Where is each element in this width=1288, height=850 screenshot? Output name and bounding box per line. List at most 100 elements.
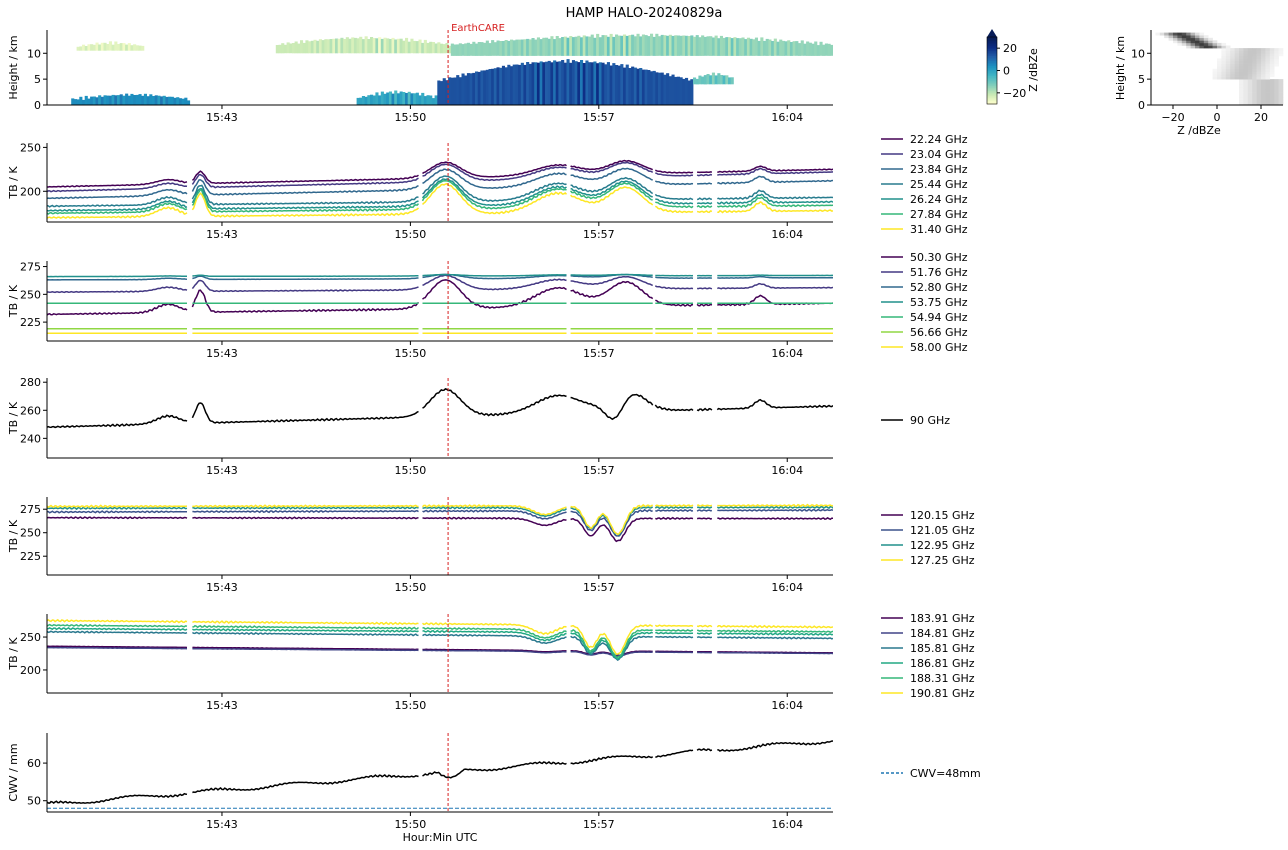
radar-cell: [625, 35, 629, 56]
profile-cell: [1234, 58, 1240, 62]
radar-cell: [302, 42, 306, 54]
radar-cell: [574, 36, 578, 56]
profile-cell: [1274, 94, 1279, 98]
radar-cell: [286, 42, 290, 54]
radar-cell: [577, 35, 581, 56]
radar-cell: [370, 37, 374, 54]
radar-cell: [598, 62, 602, 105]
radar-cell: [410, 38, 414, 54]
profile-cell: [1239, 66, 1244, 70]
profile-cell: [1265, 84, 1271, 88]
radar-cell: [636, 68, 640, 105]
legend-label: 51.76 GHz: [910, 266, 968, 279]
radar-cell: [800, 40, 804, 56]
radar-cell: [660, 34, 664, 56]
profile-cell: [1239, 81, 1244, 85]
radar-cell: [515, 64, 519, 105]
radar-cell: [536, 37, 540, 56]
profile-cell: [1225, 71, 1231, 75]
radar-cell: [410, 93, 414, 105]
profile-cell: [1274, 53, 1279, 57]
colorbar-cell: [987, 40, 997, 43]
series-line: [47, 274, 833, 294]
profile-cell: [1252, 81, 1257, 85]
profile-cell: [1256, 48, 1262, 51]
radar-cell: [87, 44, 91, 51]
radar-cell: [71, 98, 75, 105]
radar-cell: [757, 40, 761, 56]
profile-cell: [1199, 40, 1205, 44]
radar-cell: [585, 60, 589, 105]
radar-cell: [738, 38, 742, 56]
radar-cell: [351, 37, 355, 54]
radar-cell: [601, 35, 605, 56]
radar-cell: [485, 69, 489, 105]
profile-cell: [1256, 99, 1262, 103]
profile-cell: [1208, 45, 1213, 49]
colorbar-extend: [987, 29, 997, 37]
radar-cell: [623, 34, 627, 56]
colorbar-cell: [987, 45, 997, 48]
radar-cell: [714, 35, 718, 56]
radar-cell: [488, 69, 492, 105]
profile-cell: [1225, 61, 1231, 64]
series-line: [47, 175, 833, 208]
radar-cell: [682, 35, 686, 56]
plot-area-v-band: [47, 273, 833, 334]
radar-cell: [639, 68, 643, 105]
profile-y-label: Height / km: [1114, 36, 1127, 100]
legend-label: 26.24 GHz: [910, 193, 968, 206]
radar-cell: [730, 38, 734, 56]
legend-label: 27.84 GHz: [910, 208, 968, 221]
radar-cell: [563, 62, 567, 105]
radar-cell: [431, 42, 435, 54]
radar-cell: [547, 60, 551, 105]
radar-cell: [566, 59, 570, 105]
radar-cell: [719, 75, 723, 85]
radar-cell: [391, 37, 395, 54]
radar-cell: [531, 62, 535, 105]
radar-cell: [561, 37, 565, 56]
profile-cell: [1195, 35, 1200, 39]
profile-cell: [1243, 53, 1249, 57]
radar-cell: [353, 37, 357, 54]
radar-cell: [711, 37, 715, 56]
radar-cell: [187, 100, 191, 105]
profile-cell: [1217, 66, 1222, 70]
radar-cell: [73, 99, 77, 105]
profile-cell: [1265, 55, 1271, 59]
series-line: [47, 503, 833, 536]
profile-cell: [1234, 66, 1240, 70]
profile-cell: [1269, 55, 1275, 59]
radar-cell: [429, 41, 433, 54]
profile-cell: [1221, 48, 1227, 51]
profile-cell: [1247, 74, 1253, 77]
profile-cell: [1252, 99, 1257, 103]
radar-cell: [278, 44, 282, 54]
legend-w-band: 90 GHz: [881, 414, 950, 427]
radar-cell: [108, 41, 112, 51]
radar-cell: [682, 78, 686, 105]
colorbar-cell: [987, 67, 997, 70]
profile-cell: [1265, 76, 1271, 80]
radar-cell: [472, 72, 476, 105]
radar-cell: [536, 62, 540, 105]
radar-cell: [709, 36, 713, 56]
profile-cell: [1190, 37, 1196, 41]
profile-cell: [1265, 71, 1271, 75]
y-tick-label: 50: [27, 795, 41, 808]
radar-cell: [450, 43, 454, 56]
profile-cell: [1212, 40, 1218, 44]
profile-cell: [1269, 79, 1275, 82]
profile-cell: [1234, 53, 1240, 57]
radar-cell: [580, 37, 584, 56]
series-line: [47, 623, 833, 659]
radar-cell: [507, 64, 511, 105]
profile-cell: [1177, 37, 1183, 41]
radar-cell: [523, 64, 527, 105]
profile-cell: [1203, 37, 1209, 41]
profile-cell: [1243, 63, 1249, 67]
radar-cell: [577, 62, 581, 105]
radar-cell: [501, 41, 505, 56]
profile-cell: [1247, 99, 1253, 103]
